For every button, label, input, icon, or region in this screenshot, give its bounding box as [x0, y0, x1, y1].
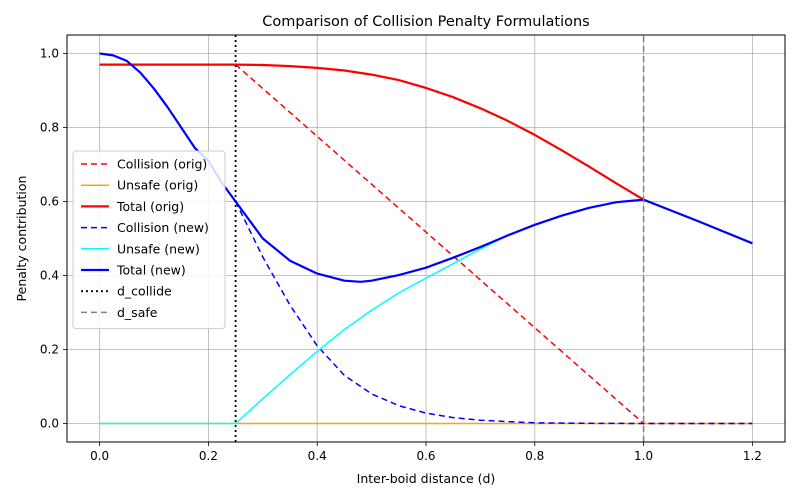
- chart-title: Comparison of Collision Penalty Formulat…: [262, 14, 589, 30]
- x-tick-label: 1.2: [743, 449, 762, 463]
- x-tick-label: 0.6: [416, 449, 435, 463]
- ticks: 0.0 0.2 0.4 0.6 0.8 1.0 1.2 0.0 0.2 0.4 0.6 0.8 1.0: [40, 47, 762, 464]
- legend-entry: Total (orig): [116, 199, 184, 214]
- y-tick-label: 0.2: [40, 343, 59, 357]
- legend-entry: Unsafe (new): [117, 241, 200, 256]
- legend-entry: Collision (new): [117, 220, 209, 235]
- y-tick-label: 1.0: [40, 47, 59, 61]
- legend-entry: Unsafe (orig): [117, 178, 198, 193]
- y-axis-label: Penalty contribution: [14, 176, 29, 302]
- y-tick-label: 0.0: [40, 417, 59, 431]
- x-tick-label: 0.0: [90, 449, 109, 463]
- x-axis-label: Inter-boid distance (d): [357, 471, 496, 486]
- x-tick-label: 0.2: [199, 449, 218, 463]
- x-tick-label: 0.4: [308, 449, 327, 463]
- legend-entry: Collision (orig): [117, 157, 207, 172]
- legend-box: [72, 150, 226, 330]
- legend-entry: Total (new): [116, 263, 186, 278]
- legend-entry: d_collide: [117, 284, 172, 299]
- series-group: [99, 35, 753, 442]
- series-line-collision-orig: [235, 64, 753, 425]
- series-line-total-new: [99, 52, 753, 283]
- x-tick-label: 1.0: [634, 449, 653, 463]
- legend: Collision (orig) Unsafe (orig) Total (orig…: [72, 150, 226, 330]
- y-tick-label: 0.6: [40, 195, 59, 209]
- series-line-total-orig: [99, 63, 645, 201]
- series-line-collision-new: [234, 201, 753, 425]
- y-tick-label: 0.8: [40, 121, 59, 135]
- legend-entry: d_safe: [117, 305, 158, 320]
- x-tick-label: 0.8: [525, 449, 544, 463]
- y-tick-label: 0.4: [40, 269, 59, 283]
